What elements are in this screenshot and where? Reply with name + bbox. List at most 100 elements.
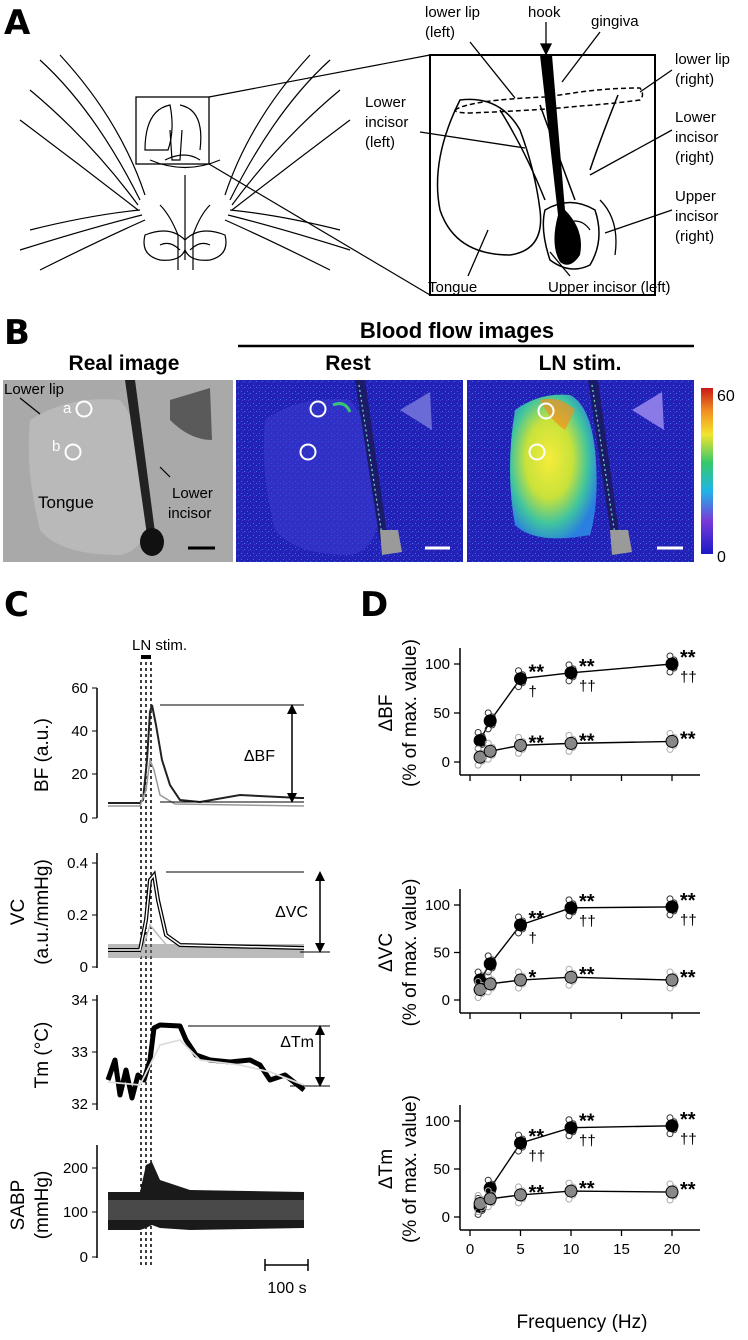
- significance-mark: **: [529, 1182, 545, 1204]
- label-upper-incisor-right-1: Upper: [675, 188, 716, 205]
- mean-point: [483, 714, 497, 728]
- sabp-tick-200: 200: [63, 1160, 88, 1177]
- tm-ylabel: Tm (°C): [32, 1022, 53, 1089]
- tm-tick-32: 32: [71, 1096, 88, 1113]
- label-lower-lip-left-1: lower lip: [425, 4, 480, 21]
- y-axis-title: ΔBF: [376, 695, 397, 732]
- y-tick-label: 50: [433, 705, 450, 722]
- real-image-labels: Lower lip a b Tongue Lower incisor: [4, 381, 213, 522]
- label-lower-incisor-right-3: (right): [675, 149, 714, 166]
- significance-mark: **: [529, 1126, 545, 1148]
- ln-stim-label: LN stim.: [132, 637, 187, 654]
- mean-point: [665, 900, 679, 914]
- dagger-mark: ††: [680, 912, 697, 929]
- mouth-schematic: [429, 54, 656, 296]
- label-hook: hook: [528, 4, 561, 21]
- y-axis-title: ΔTm: [376, 1149, 397, 1189]
- dagger-mark: ††: [579, 1133, 596, 1150]
- significance-mark: **: [680, 1179, 696, 1201]
- sabp-tick-0: 0: [80, 1249, 88, 1266]
- title-real-image: Real image: [69, 352, 180, 375]
- significance-mark: **: [579, 656, 595, 678]
- dagger-mark: ††: [579, 913, 596, 930]
- mean-point: [564, 1121, 578, 1135]
- label-a: a: [63, 400, 72, 417]
- x-tick-label: 5: [516, 1241, 524, 1258]
- mean-point: [514, 1188, 527, 1202]
- panel-b-label: B: [4, 313, 30, 353]
- vc-ylabel-1: VC: [8, 899, 29, 925]
- y-tick-label: 100: [425, 656, 450, 673]
- dagger-mark: †: [529, 684, 537, 701]
- mean-point: [483, 977, 497, 991]
- mean-point: [564, 736, 578, 750]
- ln-stim-image: [467, 380, 694, 562]
- mean-point: [665, 734, 679, 748]
- significance-mark: **: [529, 908, 545, 930]
- bf-tick-60: 60: [71, 680, 88, 697]
- y-axis-title: ΔVC: [376, 933, 397, 972]
- panel-d-label: D: [360, 585, 388, 625]
- label-lower-lip-right-1: lower lip: [675, 51, 730, 68]
- delta-vc: ΔVC: [275, 904, 308, 921]
- mean-point: [564, 1184, 578, 1198]
- delta-tm: ΔTm: [280, 1034, 314, 1051]
- mean-point: [665, 1185, 679, 1199]
- label-lower-lip: Lower lip: [4, 381, 64, 398]
- colorbar: [701, 388, 713, 554]
- significance-mark: **: [680, 1109, 696, 1131]
- vc-tick-02: 0.2: [67, 907, 88, 924]
- vc-ylabel-2: (a.u./mmHg): [32, 859, 53, 965]
- label-tongue-b: Tongue: [38, 493, 94, 512]
- label-lower-incisor-b-1: Lower: [172, 485, 213, 502]
- mean-point: [514, 738, 527, 752]
- zoom-line-top: [208, 54, 431, 98]
- bf-tick-20: 20: [71, 766, 88, 783]
- panel-a-pointers: [419, 22, 673, 277]
- mean-point: [665, 1119, 679, 1133]
- scale-bar: 100 s: [264, 1259, 309, 1297]
- significance-mark: **: [680, 967, 696, 989]
- mean-point: [514, 1136, 527, 1150]
- dagger-mark: ††: [529, 1148, 546, 1165]
- significance-mark: **: [680, 890, 696, 912]
- mean-point: [564, 970, 578, 984]
- mean-point: [483, 744, 497, 758]
- stim-bar: [141, 655, 151, 659]
- zoom-line-bottom: [208, 163, 431, 296]
- bf-tick-0: 0: [80, 810, 88, 827]
- label-gingiva: gingiva: [591, 13, 639, 30]
- mean-point: [514, 672, 527, 686]
- y-axis-title-unit: (% of max. value): [400, 879, 421, 1027]
- mean-point: [483, 1192, 497, 1206]
- mean-point: [483, 957, 497, 971]
- sabp-ylabel-2: (mmHg): [32, 1171, 53, 1240]
- y-tick-label: 0: [442, 992, 450, 1009]
- y-axis-title-unit: (% of max. value): [400, 1095, 421, 1243]
- y-tick-label: 50: [433, 945, 450, 962]
- tm-tick-33: 33: [71, 1044, 88, 1061]
- panel-a-labels: lower lip (left) hook gingiva lower lip …: [365, 4, 730, 296]
- y-tick-label: 50: [433, 1161, 450, 1178]
- x-tick-label: 20: [664, 1241, 681, 1258]
- significance-mark: **: [680, 728, 696, 750]
- mean-point: [473, 733, 487, 747]
- significance-mark: **: [529, 732, 545, 754]
- vc-tick-04: 0.4: [67, 855, 88, 872]
- rat-face-drawing: [19, 54, 351, 271]
- label-lower-lip-left-2: (left): [425, 24, 455, 41]
- trace-bf: 60 40 20 0 BF (a.u.) ΔBF: [32, 680, 305, 827]
- blood-flow-header: Blood flow images: [360, 318, 554, 343]
- trace-vc: 0.4 0.2 0 VC (a.u./mmHg) ΔVC: [8, 853, 330, 976]
- mean-point: [514, 918, 527, 932]
- series-line-1: [479, 906, 673, 981]
- significance-mark: **: [529, 662, 545, 684]
- label-lower-incisor-b-2: incisor: [168, 505, 211, 522]
- label-lower-incisor-left-1: Lower: [365, 94, 406, 111]
- y-tick-label: 100: [425, 1113, 450, 1130]
